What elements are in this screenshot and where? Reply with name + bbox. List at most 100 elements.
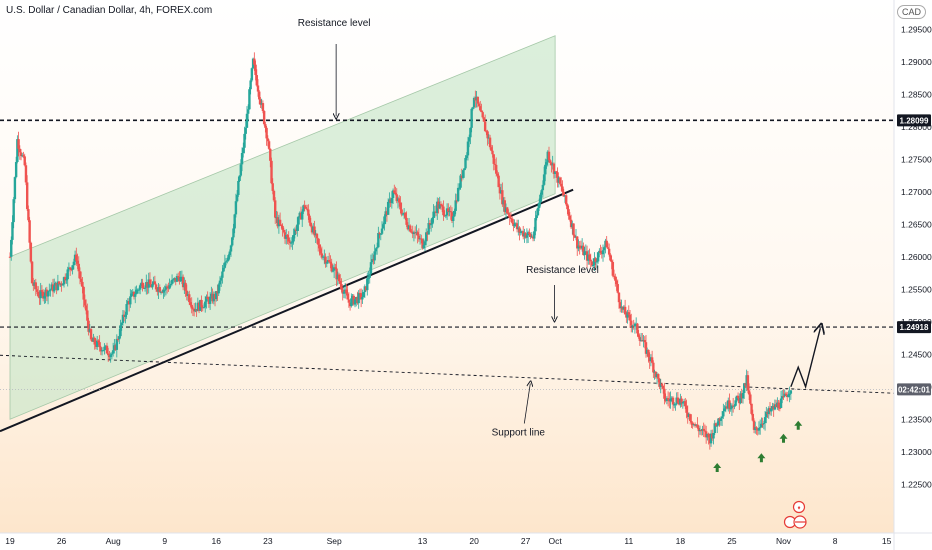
- candle: [216, 284, 219, 302]
- annotation-label[interactable]: Support line: [492, 428, 546, 439]
- candle-body: [83, 299, 87, 306]
- candle-body: [453, 210, 456, 217]
- candle-body: [235, 194, 239, 202]
- candle-body: [288, 241, 292, 244]
- candle-body: [433, 211, 437, 213]
- candle-body: [617, 292, 621, 303]
- candle: [407, 218, 411, 232]
- candle: [647, 349, 650, 363]
- annotation-label[interactable]: Resistance level: [526, 265, 599, 276]
- candle: [183, 277, 186, 294]
- candle: [59, 283, 62, 288]
- candle-body: [709, 433, 713, 444]
- candle: [172, 278, 175, 284]
- candle-body: [619, 302, 622, 309]
- candle: [149, 279, 153, 288]
- candle: [724, 402, 727, 413]
- candle: [542, 166, 546, 187]
- candle: [784, 391, 788, 396]
- tradingview-logo: ♦: [783, 500, 807, 529]
- candle: [612, 269, 616, 280]
- candle-body: [319, 248, 322, 254]
- candle: [405, 211, 408, 228]
- candle-body: [343, 289, 347, 292]
- candle: [427, 217, 430, 235]
- candle-body: [657, 374, 660, 379]
- candle: [593, 252, 596, 272]
- time-axis[interactable]: 19 26 Aug 9 16 23 Sep 13 20 27 Oct 11 18 25 Nov 8 15: [5, 536, 891, 546]
- price-tick-label: 1.23500: [901, 414, 932, 424]
- candle: [531, 234, 535, 242]
- candle-body: [788, 393, 791, 395]
- candle-body: [673, 404, 676, 406]
- candle: [409, 224, 412, 233]
- candle: [476, 96, 479, 108]
- candle-body: [369, 262, 373, 274]
- candle: [416, 230, 419, 244]
- candle-body: [59, 283, 62, 285]
- candle-body: [479, 106, 482, 111]
- candle: [486, 129, 489, 146]
- candle: [119, 319, 122, 339]
- candle: [673, 401, 676, 409]
- candle-body: [239, 164, 243, 176]
- annotation-label[interactable]: Resistance level: [298, 18, 371, 29]
- candle: [46, 290, 50, 305]
- candle: [383, 214, 386, 231]
- price-tick-label: 1.26000: [901, 252, 932, 262]
- candle: [62, 276, 66, 288]
- candle-body: [638, 337, 642, 341]
- candle-body: [195, 309, 198, 312]
- candle-body: [765, 412, 768, 418]
- candle: [114, 343, 117, 351]
- candle: [438, 196, 441, 210]
- candle-body: [43, 295, 46, 299]
- candle: [395, 188, 398, 204]
- candle: [767, 406, 770, 419]
- candle: [539, 192, 542, 207]
- candle: [658, 378, 661, 390]
- candle: [465, 152, 468, 161]
- candle-body: [574, 236, 578, 238]
- candle-body: [776, 402, 779, 407]
- candle-body: [537, 202, 541, 209]
- candle-body: [99, 347, 103, 352]
- candle-body: [92, 337, 95, 342]
- candle: [426, 230, 429, 241]
- candle: [763, 410, 767, 431]
- candle-body: [197, 302, 201, 311]
- candle-body: [741, 392, 745, 399]
- candle-body: [286, 235, 289, 238]
- candle: [594, 256, 597, 269]
- candle-body: [172, 279, 175, 281]
- symbol-title[interactable]: U.S. Dollar / Canadian Dollar, 4h, FOREX…: [6, 5, 213, 16]
- candle: [14, 156, 18, 179]
- projection-path[interactable]: [790, 328, 820, 390]
- candle: [585, 245, 589, 268]
- candle-body: [296, 224, 299, 231]
- candle-body: [674, 403, 677, 405]
- candle-body: [436, 201, 439, 214]
- price-axis[interactable]: 1.29500 1.29000 1.28500 1.28000 1.27500 1.270…: [897, 24, 932, 489]
- candle-body: [72, 261, 76, 266]
- candle: [738, 397, 741, 411]
- candle-body: [206, 296, 209, 300]
- candle: [460, 168, 464, 182]
- candle-body: [549, 160, 552, 163]
- candle-body: [22, 155, 25, 157]
- support-arrow-icon: [779, 433, 788, 443]
- candle: [369, 254, 373, 275]
- candle: [246, 104, 250, 122]
- candle-body: [89, 329, 93, 340]
- candle: [475, 90, 478, 108]
- candle: [584, 244, 588, 255]
- currency-badge[interactable]: CAD: [896, 5, 926, 19]
- candle: [788, 386, 791, 403]
- candle-body: [669, 398, 672, 402]
- candle-body: [698, 430, 702, 432]
- candle: [373, 244, 376, 265]
- candle-body: [578, 245, 581, 248]
- candle-body: [54, 282, 57, 286]
- channel-trendline[interactable]: [0, 188, 574, 433]
- candle-body: [725, 406, 729, 409]
